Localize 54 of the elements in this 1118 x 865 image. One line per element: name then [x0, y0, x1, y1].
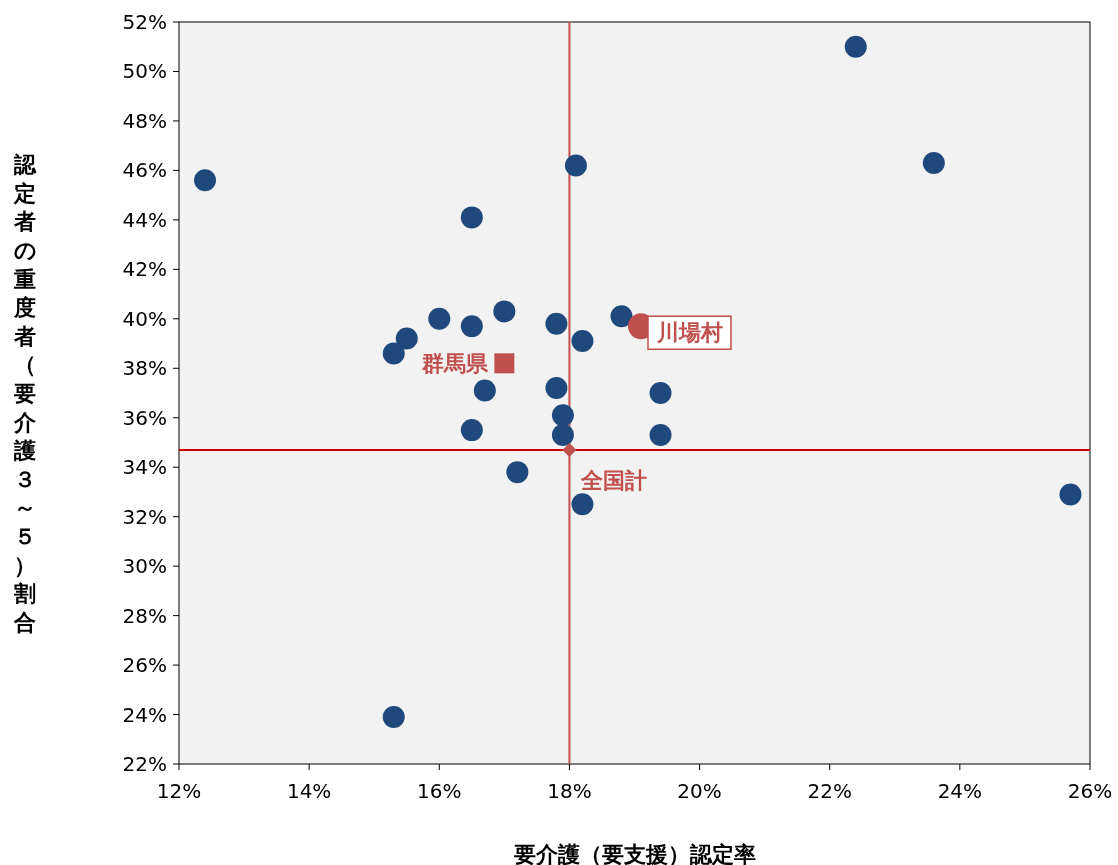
- point: [493, 300, 516, 323]
- point: [571, 493, 594, 516]
- x-tick-label: 22%: [807, 779, 852, 803]
- x-tick-label: 20%: [677, 779, 722, 803]
- point: [649, 382, 672, 404]
- point: [610, 305, 633, 328]
- point: [194, 169, 217, 192]
- y-tick-label: 44%: [122, 207, 167, 232]
- point: [473, 379, 496, 402]
- point: [460, 206, 483, 229]
- point: [922, 151, 945, 174]
- y-tick-label: 26%: [122, 653, 167, 678]
- point: [382, 342, 405, 365]
- point: [494, 353, 515, 374]
- x-tick-label: 16%: [417, 779, 462, 803]
- y-tick-label: 42%: [122, 257, 167, 282]
- y-tick-label: 40%: [122, 306, 167, 331]
- series-label: 全国計: [580, 467, 648, 493]
- text: 認定者の重度者（要介護３～５）割合: [13, 152, 37, 635]
- point: [545, 312, 568, 335]
- point: [562, 442, 577, 457]
- point: [428, 307, 451, 330]
- y-tick-label: 22%: [122, 752, 167, 776]
- y-tick-label: 38%: [122, 356, 167, 381]
- point: [649, 424, 672, 447]
- x-tick-label: 14%: [286, 779, 332, 803]
- point: [382, 706, 405, 729]
- y-tick-label: 34%: [122, 455, 167, 480]
- point: [844, 35, 867, 58]
- point: [564, 154, 587, 177]
- point: [395, 327, 418, 350]
- y-tick-label: 32%: [122, 504, 167, 529]
- x-tick-label: 18%: [547, 779, 592, 803]
- point: [506, 461, 529, 484]
- y-tick-label: 24%: [122, 702, 167, 727]
- y-tick-label: 46%: [122, 158, 167, 183]
- y-tick-label: 36%: [122, 405, 167, 430]
- point: [545, 377, 568, 400]
- point: [1059, 483, 1082, 506]
- y-tick-label: 30%: [122, 554, 167, 579]
- point: [460, 419, 483, 442]
- x-tick-label: 12%: [156, 779, 202, 803]
- x-tick-label: 24%: [937, 779, 983, 803]
- point: [551, 404, 574, 427]
- series-label: 川場村: [656, 320, 724, 346]
- point: [460, 315, 483, 338]
- point: [551, 424, 574, 447]
- y-tick-label: 48%: [122, 108, 167, 133]
- point: [571, 330, 594, 353]
- series-label: 群馬県: [421, 351, 490, 377]
- x-tick-label: 26%: [1067, 779, 1113, 803]
- y-tick-label: 28%: [122, 603, 167, 628]
- y-tick-label: 50%: [122, 59, 167, 84]
- y-tick-label: 52%: [122, 10, 167, 34]
